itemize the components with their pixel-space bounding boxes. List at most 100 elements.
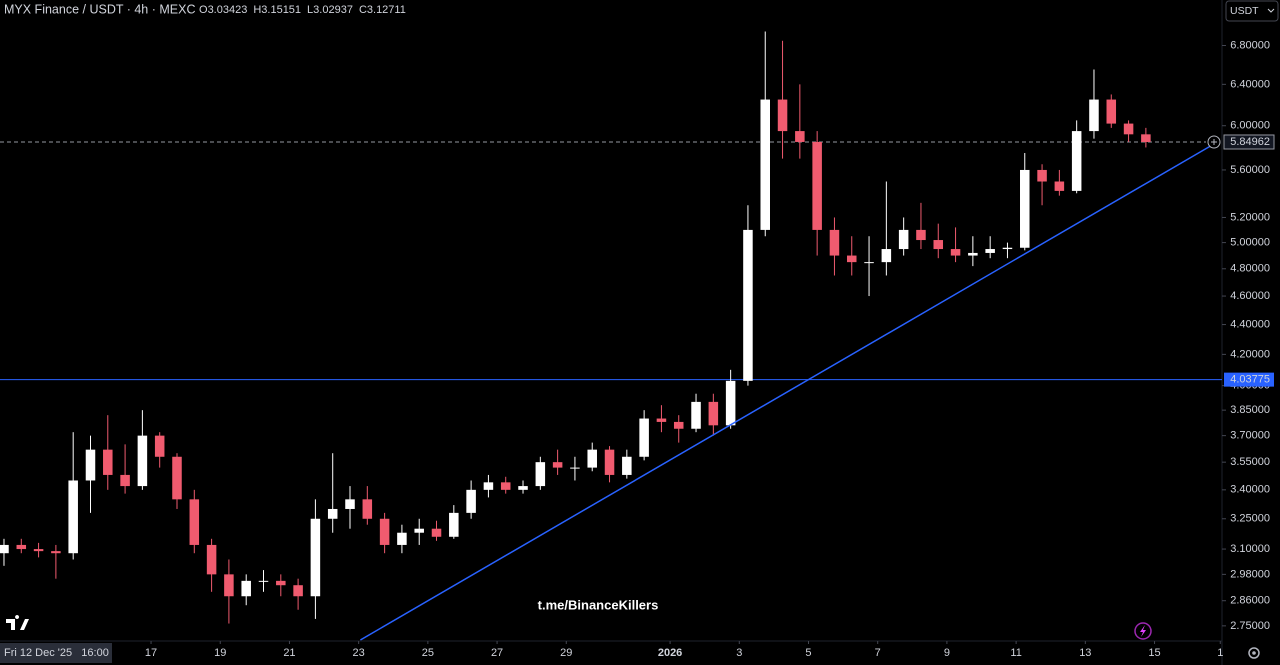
candle-body	[985, 249, 995, 253]
y-tick-label: 4.40000	[1230, 318, 1270, 330]
candle-body	[276, 580, 286, 586]
last-price-label-bg	[1223, 134, 1275, 150]
y-tick-label: 4.80000	[1230, 263, 1270, 275]
candle-body	[1054, 181, 1065, 191]
x-tick-label: 15	[1148, 647, 1160, 659]
time-label-bg	[0, 643, 112, 663]
x-tick-label: 23	[353, 647, 365, 659]
lightning-ring[interactable]	[1134, 622, 1152, 640]
add-alert-plus[interactable]	[1211, 138, 1217, 145]
candle-body	[1037, 169, 1047, 182]
candle-body	[16, 544, 27, 550]
currency-button-frame[interactable]	[1225, 0, 1279, 22]
candle-body	[622, 456, 632, 475]
candle-body	[293, 585, 303, 597]
candle-body	[604, 449, 615, 475]
x-tick-label: 13	[1079, 647, 1091, 659]
x-tick-label: 3	[736, 647, 742, 659]
candle-body	[691, 401, 701, 429]
candle-body	[33, 549, 44, 552]
legend-value: 3.15151	[261, 4, 301, 16]
candle-body	[0, 544, 9, 554]
y-tick-label: 2.86000	[1230, 595, 1270, 607]
candle-body	[1106, 99, 1117, 124]
candle-body	[760, 99, 771, 230]
y-tick-label: 3.70000	[1230, 430, 1270, 442]
candle-body	[552, 462, 563, 468]
y-tick-label: 3.25000	[1230, 513, 1270, 525]
x-tick-label: 27	[491, 647, 503, 659]
x-tick-label: 29	[560, 647, 572, 659]
x-tick-label: 19	[214, 647, 226, 659]
gear-icon[interactable]	[1248, 647, 1260, 659]
y-tick-label: 5.00000	[1230, 237, 1270, 249]
candle-body	[968, 252, 978, 256]
y-tick-label: 3.10000	[1230, 543, 1270, 555]
candle-body	[656, 418, 667, 422]
candle-body	[466, 489, 476, 513]
logo-mark	[6, 615, 29, 630]
candle-body	[310, 518, 321, 597]
lightning-button[interactable]	[1134, 622, 1152, 640]
y-tick-label: 2.75000	[1230, 620, 1270, 632]
candle-body	[189, 499, 200, 545]
candle-body	[51, 551, 61, 554]
watermark: t.me/BinanceKillers	[538, 597, 659, 612]
settings-button[interactable]	[1248, 647, 1260, 659]
candle-body	[258, 580, 269, 582]
candle-body	[500, 482, 511, 490]
time-label: Fri 12 Dec '25 16:00	[4, 647, 109, 659]
candle-body	[172, 456, 182, 500]
y-tick-label: 6.00000	[1230, 120, 1270, 132]
candle-body	[673, 421, 684, 429]
y-tick-label: 5.60000	[1230, 164, 1270, 176]
candle-body	[743, 229, 753, 381]
candle-body	[795, 131, 805, 142]
candle-body	[1002, 247, 1013, 250]
candle-body	[933, 240, 944, 250]
candle-body	[864, 262, 874, 264]
candle-body	[103, 449, 113, 475]
y-tick-label: 3.85000	[1230, 404, 1270, 416]
candle-body	[449, 512, 459, 537]
candle-body	[1141, 134, 1151, 142]
candle-body	[120, 474, 130, 487]
x-tick-label: 25	[422, 647, 434, 659]
candle-body	[1071, 131, 1082, 191]
candle-body	[85, 449, 96, 481]
currency-label[interactable]: USDT	[1230, 5, 1259, 17]
candle-body	[916, 229, 926, 241]
candle-body	[518, 486, 528, 490]
candle-body	[327, 508, 338, 519]
candle-body	[154, 435, 165, 457]
y-tick-label: 4.20000	[1230, 348, 1270, 360]
gear-center[interactable]	[1252, 651, 1256, 655]
candle-body	[898, 229, 909, 250]
y-tick-label: 6.80000	[1230, 39, 1270, 51]
candle-body	[639, 418, 649, 457]
candle-body	[379, 518, 390, 545]
x-tick-label: 1	[1217, 647, 1223, 659]
currency-button[interactable]: USDT	[1225, 0, 1279, 22]
ohlc-legend: O3.03423 H3.15151 L3.02937 C3.12711	[199, 4, 406, 16]
x-tick-label: 7	[875, 647, 881, 659]
candle-body	[535, 462, 546, 487]
candle-body	[241, 580, 251, 597]
x-tick-label: 9	[944, 647, 950, 659]
candle-body	[431, 528, 442, 537]
x-tick-label: 11	[1010, 647, 1021, 659]
x-tick-label: 17	[145, 647, 157, 659]
candle-body	[570, 467, 580, 469]
candle-body	[1123, 123, 1134, 135]
candle-body	[397, 532, 407, 545]
horizontal-line-label-bg	[1224, 372, 1274, 387]
lightning-icon[interactable]	[1140, 625, 1146, 637]
caret[interactable]	[1267, 8, 1275, 13]
candle-body	[206, 544, 217, 575]
candle-body	[829, 229, 840, 256]
candle-body	[708, 401, 719, 426]
legend-key: H	[253, 4, 261, 16]
candle-body	[1089, 99, 1099, 132]
candle-body	[345, 499, 355, 509]
